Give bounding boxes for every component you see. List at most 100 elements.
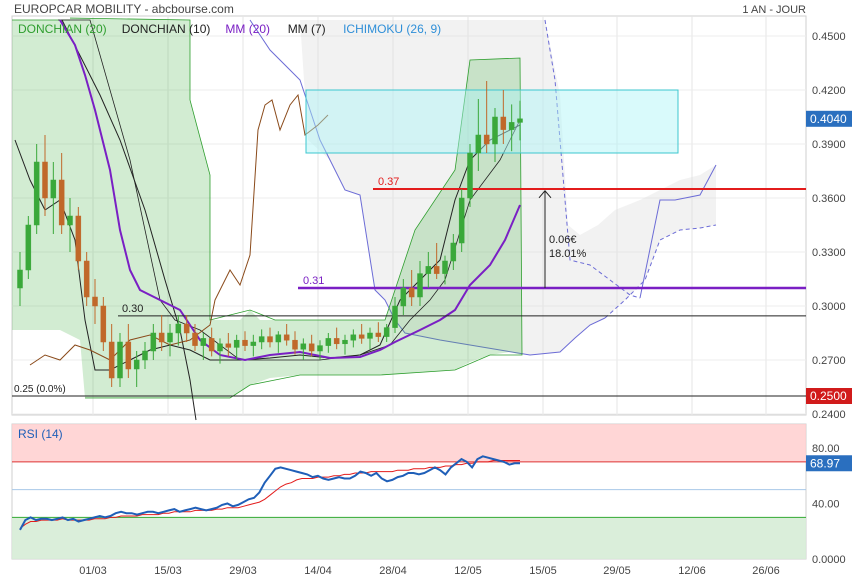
gain-abs-label: 0.06€ — [549, 234, 577, 246]
rsi-last-badge: 68.97 — [810, 456, 840, 470]
candle-body — [250, 341, 257, 346]
candle-body — [350, 334, 357, 341]
candle-body — [442, 260, 448, 274]
candle-body — [450, 242, 457, 262]
candle-body — [483, 134, 490, 145]
x-tick-label: 12/06 — [678, 565, 706, 577]
gain-arrow-head — [538, 190, 552, 199]
candle-body — [33, 161, 40, 226]
candle-body — [467, 152, 473, 199]
candle-body — [108, 341, 115, 379]
candle-body — [275, 334, 282, 343]
candle-body — [117, 341, 123, 379]
candle-body — [158, 332, 165, 343]
legend-item-4: ICHIMOKU (26, 9) — [343, 22, 441, 36]
candle-body — [317, 345, 323, 352]
rsi-legend: RSI (14) — [18, 427, 63, 441]
x-tick-label: 12/05 — [454, 565, 482, 577]
legend-item-0: DONCHIAN (20) — [18, 22, 107, 36]
candle-body — [42, 161, 48, 199]
candle-body — [425, 266, 432, 274]
legend-item-2: MM (20) — [225, 22, 270, 36]
x-tick-label: 14/04 — [304, 565, 332, 577]
candle-body — [333, 338, 340, 345]
candle-body — [100, 305, 107, 343]
candle-body — [242, 339, 248, 346]
candle-body — [308, 343, 315, 352]
x-tick-label: 28/04 — [379, 565, 407, 577]
rsi-tick-label: 40.00 — [812, 499, 840, 511]
x-tick-label: 29/03 — [229, 565, 257, 577]
rsi-tick-label: 80.00 — [812, 443, 840, 455]
rsi-tick-label: 0.0000 — [812, 554, 846, 566]
rsi-overbought-zone — [12, 424, 806, 462]
candle-body — [83, 260, 90, 298]
legend-item-1: DONCHIAN (10) — [122, 22, 211, 36]
candle-body — [325, 338, 332, 346]
ichimoku-senkou-b — [544, 19, 641, 299]
price-tick-label: 0.3000 — [812, 301, 846, 313]
resistance-label: 0.37 — [378, 176, 399, 188]
candle-body — [192, 332, 198, 346]
x-tick-label: 29/05 — [603, 565, 631, 577]
ichimoku-cloud — [300, 20, 716, 355]
candle-body — [358, 334, 365, 339]
candle-body — [400, 287, 407, 307]
rsi-oversold-zone — [12, 517, 806, 559]
rsi-last-badge-bg — [806, 455, 852, 472]
candle-body — [208, 338, 215, 352]
price-tick-label: 0.2400 — [812, 409, 846, 421]
candle-body — [283, 334, 290, 341]
low-label: 0.25 (0.0%) — [14, 384, 66, 395]
candle-body — [67, 215, 73, 226]
candle-body — [258, 336, 265, 343]
candle-body — [517, 118, 523, 123]
pivot-label: 0.30 — [122, 303, 143, 315]
candle-body — [392, 305, 398, 328]
low-price-badge: 0.2500 — [810, 389, 847, 403]
candle-body — [167, 332, 173, 343]
price-tick-label: 0.4200 — [812, 85, 846, 97]
mm20-line — [59, 19, 521, 362]
period-label: 1 AN - JOUR — [742, 4, 806, 16]
candle-body — [267, 336, 273, 343]
candle-body — [300, 343, 307, 350]
ichimoku-senkou-a-projection — [604, 224, 717, 319]
candle-body — [225, 343, 232, 348]
rsi-line — [19, 455, 520, 531]
candle-body — [417, 273, 423, 298]
candle-body — [375, 332, 382, 337]
candle-body — [75, 215, 82, 262]
candle-body — [500, 116, 507, 130]
candle-body — [50, 179, 57, 199]
gain-pct-label: 18.01% — [549, 248, 587, 260]
price-tick-label: 0.3600 — [812, 193, 846, 205]
candle-body — [367, 332, 373, 339]
price-tick-label: 0.2700 — [812, 355, 846, 367]
candle-body — [92, 296, 98, 307]
candle-body — [133, 359, 140, 370]
support-label: 0.31 — [303, 275, 324, 287]
candle-body — [433, 266, 440, 274]
candle-body — [292, 339, 298, 350]
candle-body — [58, 179, 65, 226]
candle-body — [408, 287, 415, 298]
candle-body — [217, 343, 223, 352]
price-tick-label: 0.4500 — [812, 31, 846, 43]
x-tick-label: 26/06 — [752, 565, 780, 577]
target-zone-box — [305, 89, 679, 154]
chart-title: EUROPCAR MOBILITY - abcbourse.com — [14, 2, 234, 16]
candle-body — [383, 327, 390, 337]
candle-body — [200, 338, 207, 346]
candle-body — [17, 269, 23, 289]
candle-body — [508, 122, 515, 130]
x-tick-label: 15/05 — [529, 565, 557, 577]
price-tick-label: 0.3300 — [812, 247, 846, 259]
low-price-badge-bg — [806, 388, 852, 404]
candle-body — [342, 339, 348, 345]
price-tick-label: 0.3900 — [812, 139, 846, 151]
candle-body — [150, 332, 157, 352]
candle-body — [458, 197, 465, 244]
